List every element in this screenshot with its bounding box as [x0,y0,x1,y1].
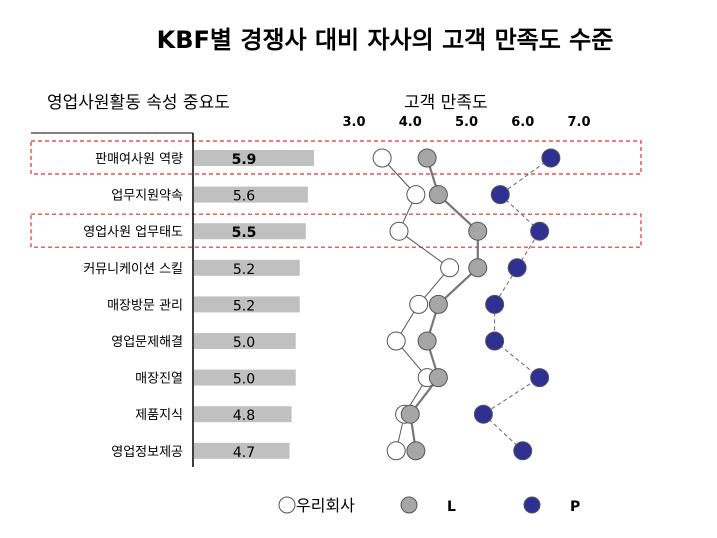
category-label: 매장방문 관리 [107,298,183,313]
series-point [530,221,550,241]
value-label: 4.7 [233,445,255,461]
value-label: 5.0 [233,372,255,388]
value-label: 5.2 [233,262,255,278]
series-point [507,258,527,278]
series-point [417,331,437,351]
importance-bar [194,369,296,386]
series-line [482,157,552,452]
value-label: 5.9 [232,152,257,168]
x-tick-label: 3.0 [342,115,365,130]
series-point [485,294,505,314]
value-label: 5.2 [233,298,255,314]
series-point [428,368,448,388]
series-point [530,368,550,388]
value-label: 4.8 [233,408,255,424]
legend-marker [523,496,541,514]
category-label: 매장진열 [135,372,183,387]
category-label: 영업문제해결 [111,335,183,350]
satisfaction-header: 고객 만족도 [404,93,488,113]
importance-header: 영업사원활동 속성 중요도 [47,93,230,113]
category-label: 제품지식 [135,408,183,423]
series-point [389,221,409,241]
value-label: 5.0 [233,335,255,351]
category-label: 커뮤니케이션 스킬 [83,262,183,277]
series-point [513,441,533,461]
series-point [468,221,488,241]
series-point [485,331,505,351]
category-label: 영업사원 업무태도 [83,225,183,240]
series-point [406,441,426,461]
category-label: 판매여사원 역량 [95,152,183,167]
x-tick-label: 7.0 [567,115,590,130]
category-label: 업무지원약속 [111,189,183,204]
highlight-box [30,140,642,175]
series-point [386,331,406,351]
legend-label: L [447,499,456,515]
series-point [541,148,561,168]
importance-bar [194,296,300,313]
category-label: 영업정보제공 [111,445,183,460]
legend-label: P [570,499,580,515]
importance-bar [194,442,290,459]
series-point [409,294,429,314]
importance-bar [194,223,306,240]
x-tick-label: 5.0 [455,115,478,130]
series-point [400,404,420,424]
series-point [428,294,448,314]
series-point [417,148,437,168]
legend-label: 우리회사 [296,496,355,515]
series-point [440,258,460,278]
legend-marker [278,496,296,514]
importance-bar [194,150,314,166]
series-point [473,404,493,424]
series-point [406,185,426,205]
value-label: 5.6 [233,189,255,205]
highlight-box [30,213,642,248]
x-tick-label: 6.0 [511,115,534,130]
series-point [372,148,392,168]
legend-marker [400,496,418,514]
importance-bar [194,259,300,276]
series-point [386,441,406,461]
series-point [428,185,448,205]
x-tick-label: 4.0 [399,115,422,130]
importance-bar [194,333,296,349]
series-point [468,258,488,278]
importance-bar [194,406,292,423]
series-point [490,185,510,205]
chart-title: KBF별 경쟁사 대비 자사의 고객 만족도 수준 [156,26,614,54]
importance-bar [194,186,308,203]
value-label: 5.5 [232,225,257,241]
